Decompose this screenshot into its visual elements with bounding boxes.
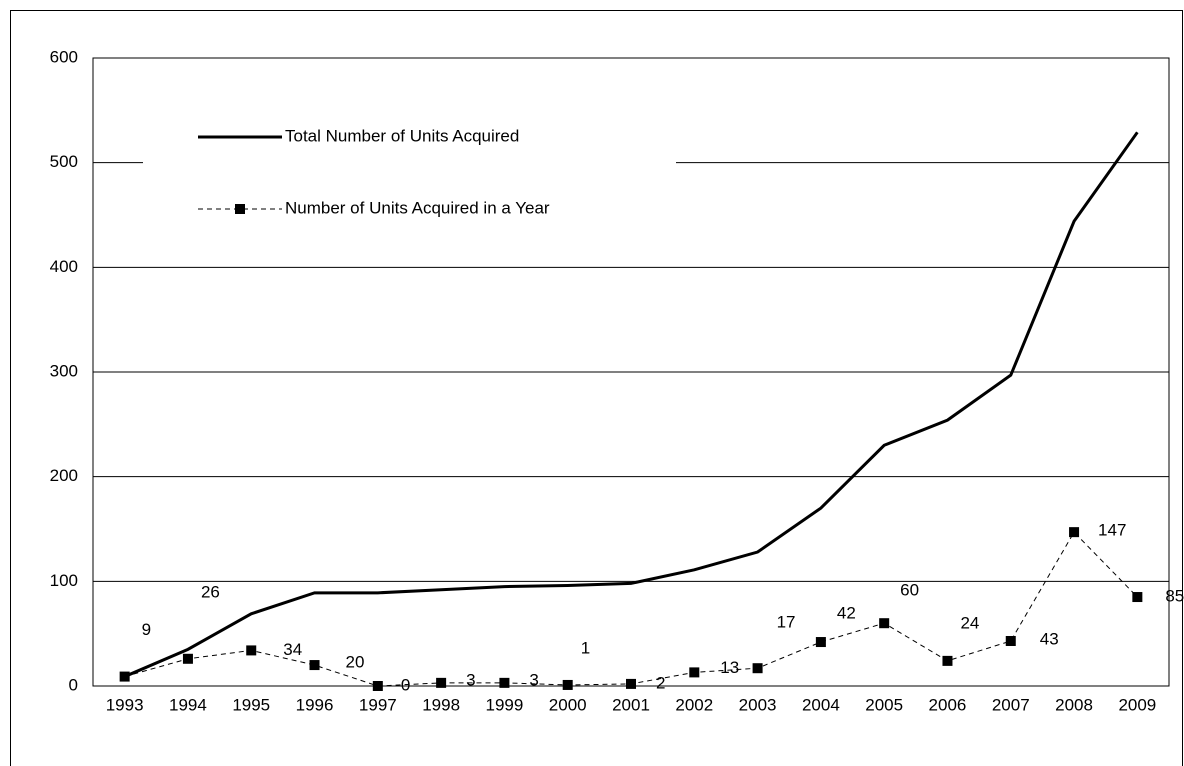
x-tick-label: 1995 [232,695,270,714]
chart-border [10,10,1183,766]
marker [689,667,700,678]
data-label: 26 [201,582,220,601]
marker [182,653,193,664]
marker [562,679,573,690]
marker [879,618,890,629]
marker [942,655,953,666]
marker [119,671,130,682]
data-label: 0 [401,675,410,694]
legend-label: Total Number of Units Acquired [285,126,519,145]
series-line [124,131,1139,678]
x-tick-label: 2000 [549,695,587,714]
x-tick-label: 1999 [485,695,523,714]
y-tick-label: 400 [50,257,78,276]
legend-label: Number of Units Acquired in a Year [285,198,550,217]
marker [626,678,636,689]
x-tick-label: 1997 [359,695,397,714]
x-tick-label: 2002 [675,695,713,714]
x-tick-label: 2005 [865,695,903,714]
x-tick-label: 2008 [1055,695,1093,714]
x-tick-label: 2007 [992,695,1030,714]
marker [815,637,826,648]
y-tick-label: 0 [69,675,78,694]
x-tick-label: 2006 [929,695,967,714]
data-label: 2 [656,673,665,692]
marker [499,677,510,688]
y-tick-label: 300 [50,361,78,380]
series-line [124,531,1138,687]
data-label: 34 [283,640,302,659]
data-label: 9 [142,620,151,639]
data-label: 13 [720,658,739,677]
marker [436,677,447,688]
marker [1005,635,1016,646]
data-label: 43 [1040,629,1059,648]
data-label: 24 [960,613,979,632]
data-label: 42 [837,604,856,623]
marker [1069,527,1080,538]
x-tick-label: 2003 [739,695,777,714]
x-tick-label: 1994 [169,695,207,714]
marker [752,663,763,674]
data-label: 60 [900,581,919,600]
y-tick-label: 200 [50,466,78,485]
y-tick-label: 600 [50,47,78,66]
marker [1132,592,1143,603]
x-tick-label: 2004 [802,695,840,714]
data-label: 85 [1165,587,1184,606]
legend-marker [235,204,245,214]
data-label: 147 [1098,521,1126,540]
marker [246,645,257,656]
x-tick-label: 1998 [422,695,460,714]
x-tick-label: 1996 [296,695,334,714]
data-label: 1 [581,638,590,657]
x-tick-label: 1993 [106,695,144,714]
data-label: 20 [346,653,365,672]
x-tick-label: 2001 [612,695,650,714]
y-tick-label: 500 [50,152,78,171]
data-label: 3 [529,670,538,689]
data-label: 3 [466,670,475,689]
data-label: 17 [777,613,796,632]
x-tick-label: 2009 [1118,695,1156,714]
marker [309,660,320,671]
y-tick-label: 100 [50,571,78,590]
marker [372,681,383,691]
